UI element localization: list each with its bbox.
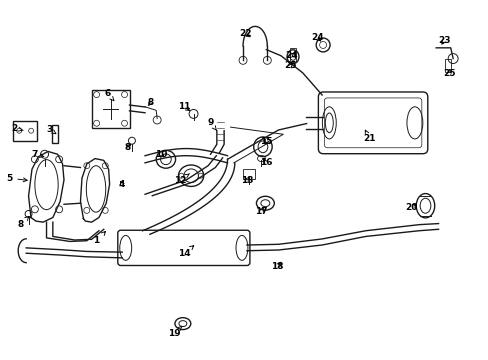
Text: 8: 8 [124,143,131,152]
Text: 1: 1 [93,231,105,245]
Text: 15: 15 [260,137,272,146]
Text: 16: 16 [259,158,271,167]
Text: 4: 4 [119,180,125,189]
Text: 24: 24 [310,33,323,42]
Text: 10: 10 [155,150,167,159]
Text: 21: 21 [363,130,375,143]
Text: 7: 7 [32,150,44,159]
Text: 14: 14 [177,246,193,258]
Text: 8: 8 [147,98,154,107]
Text: 23: 23 [437,36,450,45]
Text: 13: 13 [240,176,253,185]
Text: 22: 22 [239,29,251,38]
Text: 19: 19 [167,326,182,338]
Text: 25: 25 [284,61,296,70]
Bar [289,48,295,62]
Text: 3: 3 [46,125,56,134]
Bar [445,59,450,72]
Text: 25: 25 [442,69,455,78]
Text: 12: 12 [174,174,189,185]
Bar [91,90,129,128]
Text: 24: 24 [285,51,298,60]
Text: 18: 18 [271,262,283,271]
Text: 2: 2 [11,124,23,133]
Text: 20: 20 [405,203,417,212]
Text: 6: 6 [104,89,114,101]
Text: 8: 8 [17,216,29,229]
Bar [52,125,58,143]
Bar [13,121,37,141]
Text: 17: 17 [255,207,267,216]
Text: 5: 5 [6,174,27,183]
Text: 9: 9 [207,118,216,130]
Ellipse shape [319,41,326,49]
Text: 11: 11 [177,102,190,111]
Bar [243,168,255,179]
